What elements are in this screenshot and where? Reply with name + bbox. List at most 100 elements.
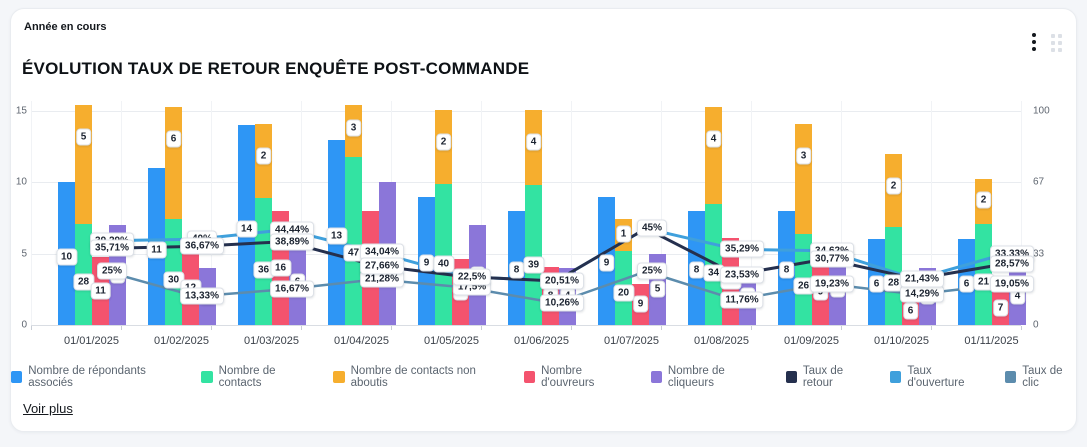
legend-swatch [523,371,536,383]
right-axis-tick-label: 0 [1033,319,1039,331]
data-label-chip: 35,29% [720,240,764,258]
data-label-chip: 25% [96,262,128,280]
data-label-chip: 8 [778,261,795,279]
data-label-chip: 9 [598,254,615,272]
x-axis-date-label: 01/08/2025 [693,335,750,347]
legend-label: Nombre d'ouvreurs [541,365,595,389]
gridline [661,101,662,325]
legend-swatch [1005,371,1017,383]
data-label-chip: 45% [636,219,668,237]
gridline [301,101,302,325]
data-label-chip: 21,43% [900,270,944,288]
data-label-chip: 28 [882,274,905,292]
see-more-link[interactable]: Voir plus [23,401,73,416]
x-axis-line [31,325,1021,326]
data-label-chip: 40 [432,255,455,273]
x-axis-tick [751,326,752,330]
data-label-chip: 11 [90,282,111,300]
data-label-chip: 1 [615,225,632,243]
data-label-chip: 19,05% [990,275,1034,293]
legend-label: Taux d'ouverture [907,365,965,389]
gridline [211,101,212,325]
legend-swatch [201,371,213,383]
data-label-chip: 11,76% [720,291,764,309]
data-label-chip: 20,51% [540,272,584,290]
legend-swatch [11,371,23,383]
legend-label: Taux de clic [1022,365,1063,389]
right-axis-tick-label: 100 [1033,105,1050,117]
x-axis-date-label: 01/01/2025 [63,335,120,347]
data-label-chip: 14,29% [900,285,944,303]
x-axis-date-label: 01/04/2025 [333,335,390,347]
gridline [571,101,572,325]
data-label-chip: 21 [972,273,995,291]
data-label-chip: 30,77% [810,250,854,268]
data-label-chip: 6 [902,302,919,320]
period-label: Année en cours [24,21,107,33]
data-label-chip: 5 [75,128,92,146]
legend-item-nombre-de-cliqueurs[interactable]: Nombre de cliqueurs [650,365,767,389]
x-axis-tick [391,326,392,330]
gridline [841,101,842,325]
data-label-chip: 10,26% [540,294,584,312]
data-label-chip: 6 [868,275,885,293]
chart-legend: Nombre de répondants associés Nombre de c… [11,365,1078,389]
data-label-chip: 2 [975,191,992,209]
data-label-chip: 16,67% [270,280,314,298]
data-label-chip: 28,57% [990,255,1034,273]
legend-item-taux-d-ouverture[interactable]: Taux d'ouverture [890,365,986,389]
legend-item-nombre-de-r-pondants-associ-s[interactable]: Nombre de répondants associés [11,365,182,389]
bar-contacts[interactable] [525,185,542,325]
data-label-chip: 23,53% [720,266,764,284]
data-label-chip: 13,33% [180,287,224,305]
data-label-chip: 6 [958,275,975,293]
x-axis-tick [481,326,482,330]
gridline [1021,101,1022,325]
drag-handle-icon[interactable] [1048,32,1066,54]
data-label-chip: 3 [345,119,362,137]
left-axis-tick-label: 5 [21,248,27,259]
data-label-chip: 9 [418,254,435,272]
legend-item-taux-de-retour[interactable]: Taux de retour [785,365,871,389]
legend-item-nombre-d-ouvreurs[interactable]: Nombre d'ouvreurs [523,365,632,389]
data-label-chip: 20 [612,284,635,302]
data-label-chip: 8 [688,261,705,279]
legend-label: Taux de retour [802,365,844,389]
data-label-chip: 7 [992,299,1009,317]
gridline [751,101,752,325]
x-axis-tick [571,326,572,330]
kebab-menu-icon[interactable] [1023,29,1045,55]
data-label-chip: 8 [508,261,525,279]
x-axis-date-label: 01/06/2025 [513,335,570,347]
bar-contacts[interactable] [255,198,272,325]
data-label-chip: 36 [252,261,275,279]
data-label-chip: 6 [165,130,182,148]
legend-label: Nombre de contacts non aboutis [350,365,476,389]
x-axis-date-label: 01/03/2025 [243,335,300,347]
gridline [31,101,32,325]
gridline [931,101,932,325]
x-axis-date-label: 01/05/2025 [423,335,480,347]
data-label-chip: 39 [522,256,545,274]
data-label-chip: 25% [636,262,668,280]
data-label-chip: 22,5% [452,268,492,286]
gridline [121,101,122,325]
legend-swatch [890,371,902,383]
legend-swatch [333,371,345,383]
data-label-chip: 5 [649,280,666,298]
data-label-chip: 2 [255,147,272,165]
x-axis-tick [1021,326,1022,330]
widget-title: ÉVOLUTION TAUX DE RETOUR ENQUÊTE POST-CO… [22,59,530,78]
legend-item-nombre-de-contacts-non-aboutis[interactable]: Nombre de contacts non aboutis [333,365,504,389]
left-axis-tick-label: 0 [21,319,27,331]
bar-contacts[interactable] [435,183,452,325]
data-label-chip: 19,23% [810,275,854,293]
x-axis-date-label: 01/07/2025 [603,335,660,347]
data-label-chip: 2 [885,177,902,195]
x-axis-tick [121,326,122,330]
data-label-chip: 4 [705,130,722,148]
legend-item-taux-de-clic[interactable]: Taux de clic [1005,365,1078,389]
legend-item-nombre-de-contacts[interactable]: Nombre de contacts [201,365,314,389]
data-label-chip: 14 [235,220,258,238]
chart-canvas: 15 100 10 67 5 33 0 0 01/01/2025 01/02/2025 01/03/… [11,9,1078,433]
